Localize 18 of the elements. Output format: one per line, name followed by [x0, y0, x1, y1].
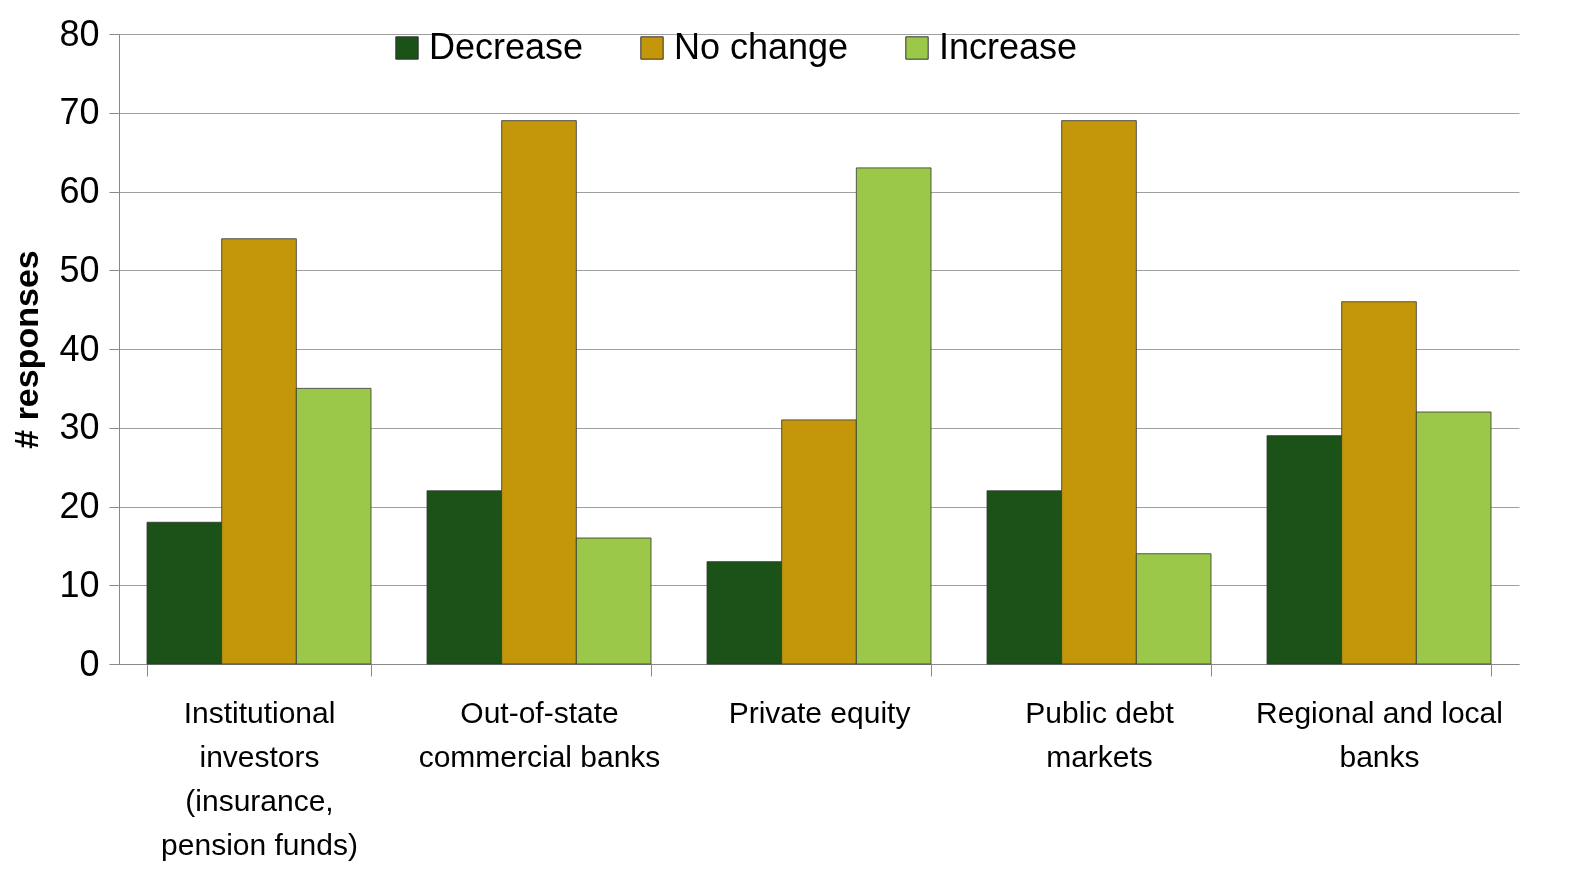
legend-label: Decrease	[429, 26, 584, 67]
x-tick-label: Private equity	[728, 695, 911, 729]
y-axis-title: # responses	[7, 250, 46, 449]
x-tick-label: Institutional investors (insurance, pension funds)	[161, 695, 358, 861]
legend-label: Increase	[939, 26, 1078, 67]
y-tick-label: 10	[59, 563, 100, 605]
y-tick-label: 40	[59, 327, 100, 369]
x-tick-label: Out-of-state commercial banks	[418, 695, 661, 773]
y-tick-label: 20	[59, 485, 100, 526]
y-tick-label: 80	[59, 12, 100, 54]
y-tick-label: 30	[59, 406, 100, 448]
x-tick-label: Regional and local banks	[1256, 695, 1503, 773]
y-tick-label: 50	[59, 248, 100, 290]
x-tick-label: Public debt markets	[1025, 695, 1175, 773]
y-tick-label: 0	[79, 642, 100, 684]
y-tick-label: 60	[59, 170, 100, 211]
legend-label: No change	[674, 26, 849, 67]
y-tick-label: 70	[59, 91, 100, 133]
